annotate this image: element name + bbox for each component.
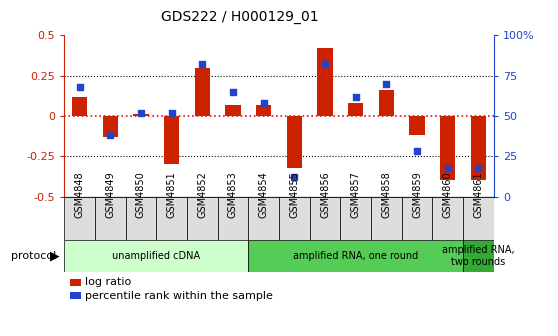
- Text: GSM4860: GSM4860: [443, 171, 453, 217]
- Bar: [440, 116, 455, 180]
- Bar: [195, 68, 210, 116]
- Point: [320, 61, 329, 67]
- Point: [351, 94, 360, 99]
- Point: [167, 110, 176, 115]
- Bar: [164, 116, 179, 164]
- Bar: [379, 90, 394, 116]
- Bar: [310, 197, 340, 240]
- Bar: [340, 197, 371, 240]
- Bar: [95, 197, 126, 240]
- Bar: [126, 197, 156, 240]
- Bar: [402, 197, 432, 240]
- Bar: [432, 197, 463, 240]
- Bar: [371, 197, 402, 240]
- Bar: [156, 197, 187, 240]
- Point: [259, 100, 268, 106]
- Point: [474, 165, 483, 170]
- Text: GSM4857: GSM4857: [351, 171, 360, 217]
- Text: amplified RNA, one round: amplified RNA, one round: [293, 251, 418, 261]
- Text: GSM4861: GSM4861: [474, 171, 483, 217]
- Point: [290, 174, 299, 180]
- Bar: [103, 116, 118, 137]
- Text: GSM4851: GSM4851: [167, 171, 176, 217]
- Bar: [218, 197, 248, 240]
- Bar: [72, 96, 87, 116]
- Bar: [248, 197, 279, 240]
- Text: protocol: protocol: [11, 251, 56, 261]
- Point: [75, 84, 84, 90]
- Point: [198, 61, 206, 67]
- Text: GSM4852: GSM4852: [198, 171, 207, 217]
- Bar: [287, 116, 302, 168]
- Text: ▶: ▶: [50, 250, 60, 263]
- Text: GSM4853: GSM4853: [228, 171, 238, 217]
- Text: amplified RNA,
two rounds: amplified RNA, two rounds: [442, 245, 515, 267]
- Bar: [463, 240, 494, 272]
- Bar: [133, 114, 148, 116]
- Bar: [463, 197, 494, 240]
- Bar: [225, 104, 240, 116]
- Text: percentile rank within the sample: percentile rank within the sample: [85, 291, 273, 301]
- Point: [443, 165, 452, 170]
- Text: GSM4849: GSM4849: [105, 171, 115, 217]
- Text: GSM4859: GSM4859: [412, 171, 422, 217]
- Point: [228, 89, 237, 94]
- Bar: [279, 197, 310, 240]
- Bar: [471, 116, 486, 180]
- Bar: [248, 240, 463, 272]
- Text: unamplified cDNA: unamplified cDNA: [112, 251, 200, 261]
- Point: [412, 149, 421, 154]
- Text: GSM4848: GSM4848: [75, 171, 84, 217]
- Bar: [64, 240, 248, 272]
- Text: GSM4854: GSM4854: [259, 171, 268, 217]
- Text: GSM4850: GSM4850: [136, 171, 146, 217]
- Bar: [318, 48, 333, 116]
- Text: GDS222 / H000129_01: GDS222 / H000129_01: [161, 10, 319, 24]
- Text: GSM4856: GSM4856: [320, 171, 330, 217]
- Bar: [64, 197, 95, 240]
- Text: log ratio: log ratio: [85, 277, 132, 287]
- Point: [382, 81, 391, 86]
- Point: [136, 110, 145, 115]
- Bar: [187, 197, 218, 240]
- Point: [105, 133, 115, 138]
- Bar: [410, 116, 425, 135]
- Bar: [348, 103, 363, 116]
- Text: GSM4858: GSM4858: [382, 171, 391, 217]
- Text: GSM4855: GSM4855: [290, 171, 299, 217]
- Bar: [256, 104, 271, 116]
